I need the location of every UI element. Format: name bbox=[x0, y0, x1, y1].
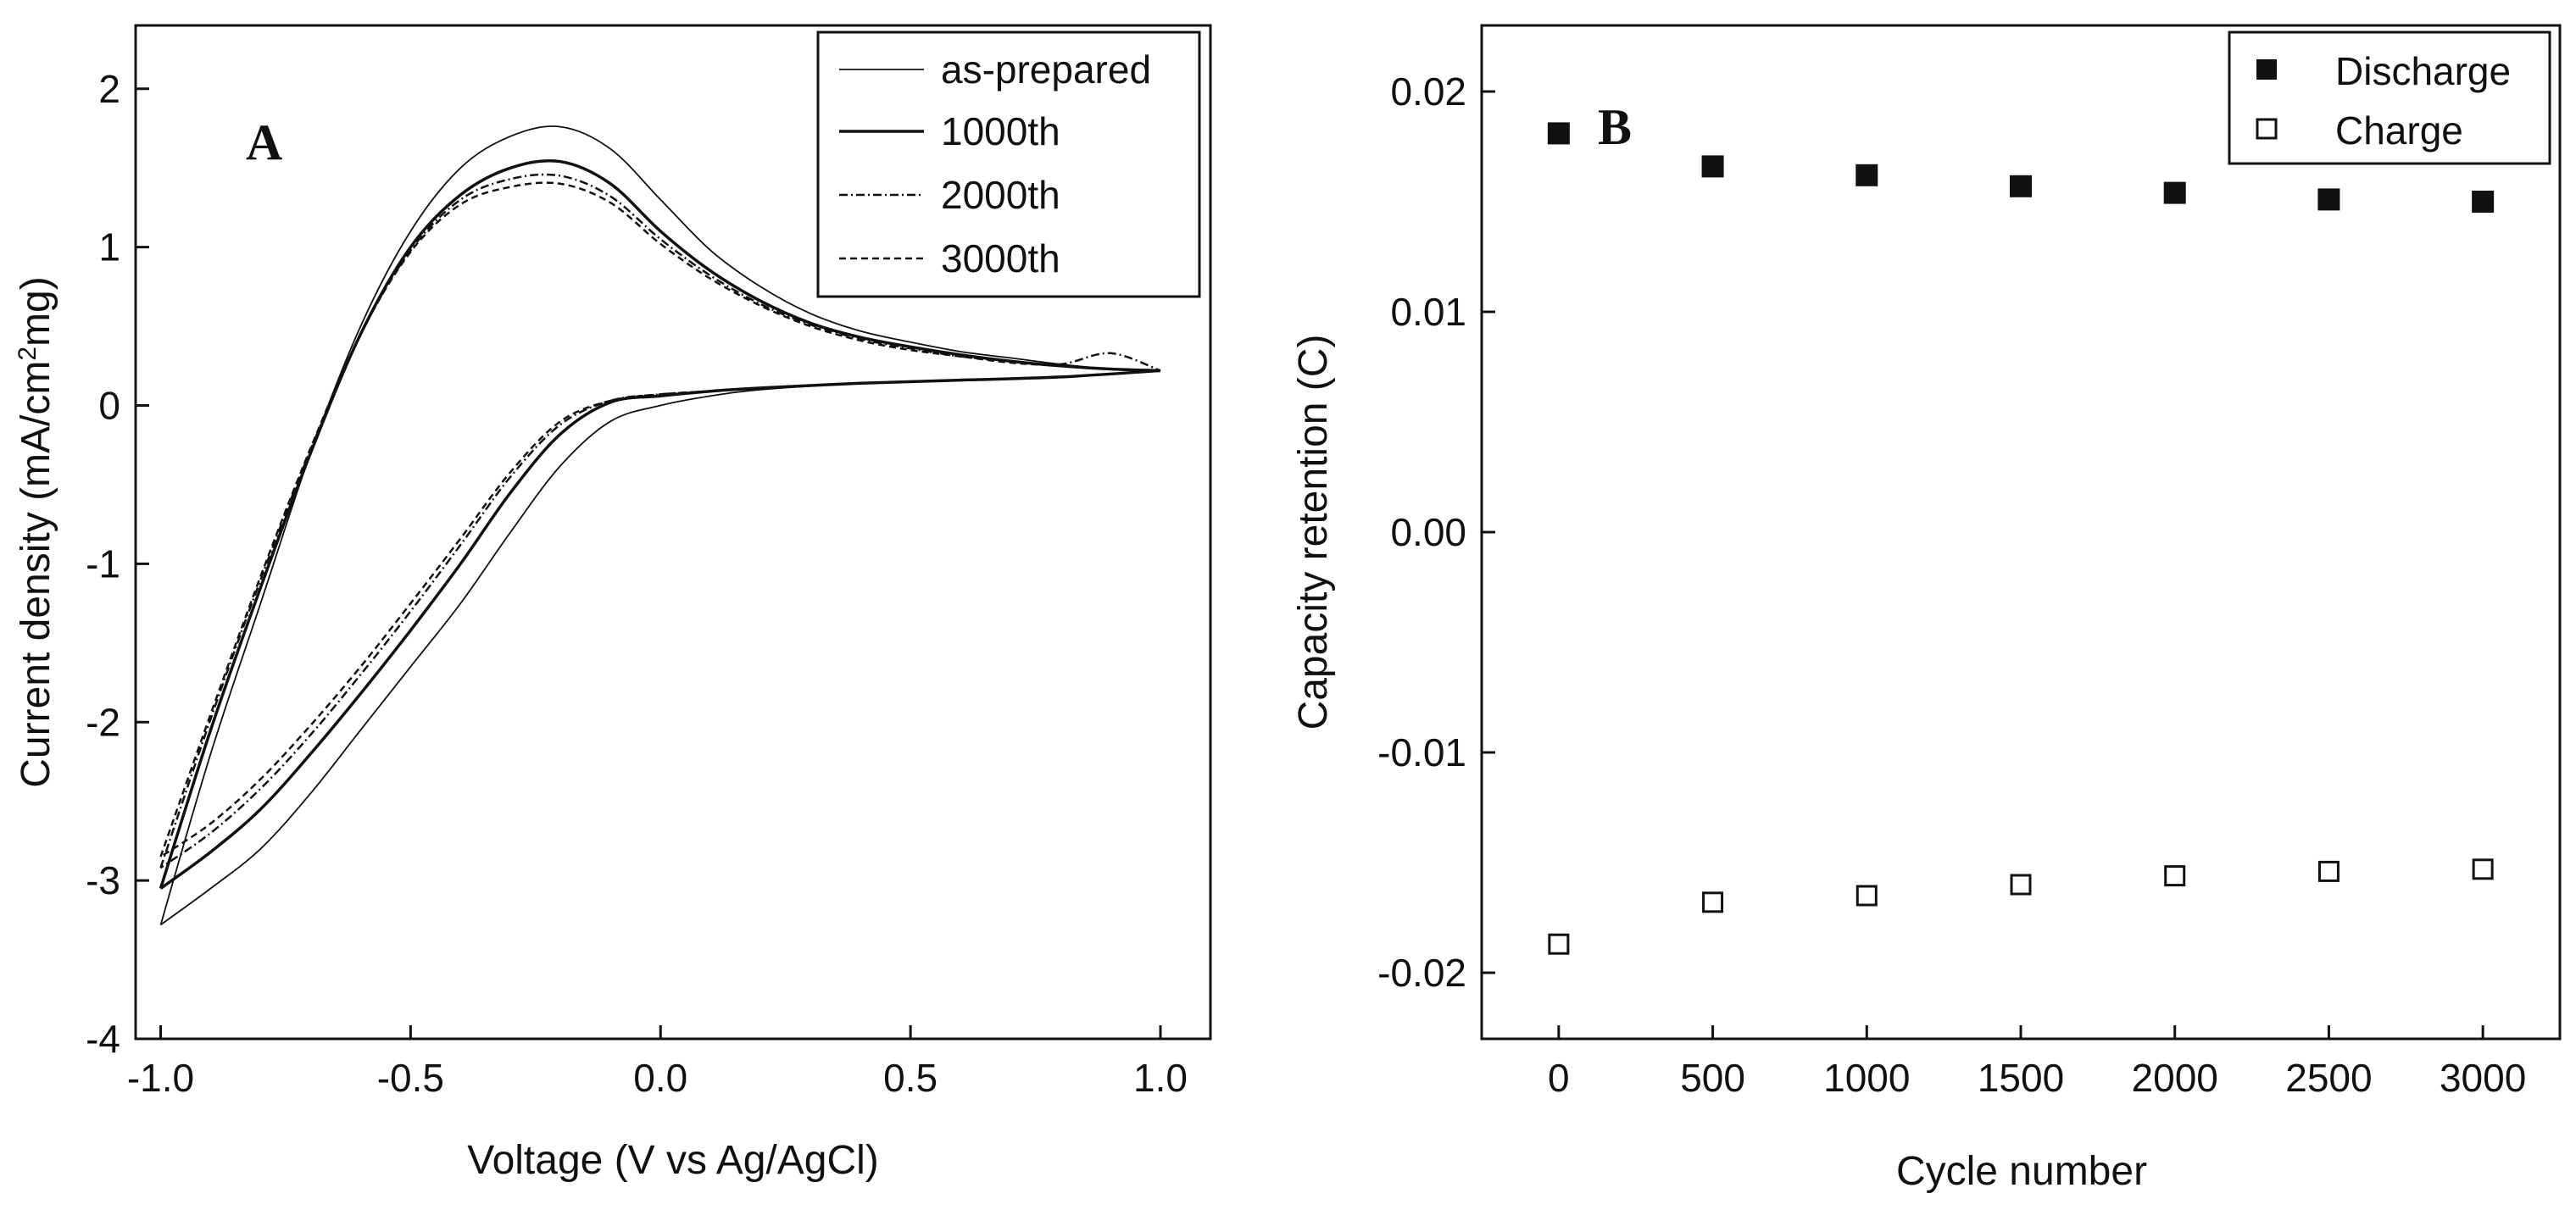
legend-label-discharge: Discharge bbox=[2335, 49, 2511, 93]
x-tick-label-b: 1000 bbox=[1823, 1056, 1910, 1100]
point-charge bbox=[1855, 885, 1878, 907]
point-discharge bbox=[2472, 191, 2495, 213]
x-tick-label-a: -1.0 bbox=[127, 1056, 194, 1100]
y-axis-label-a: Current density (mA/cm2mg) bbox=[14, 276, 59, 787]
legend-label-3000th: 3000th bbox=[941, 236, 1060, 280]
panel-b-capacity-chart: 0 500 1000 1500 2000 2500 3000 -0.02 -0.01 0.00 0… bbox=[1291, 24, 2562, 1194]
point-charge bbox=[2472, 858, 2494, 880]
x-tick-label-b: 1500 bbox=[1978, 1056, 2064, 1100]
cv-curve-as-prepared-anodic bbox=[159, 125, 1161, 925]
y-axis-label-a-sup: 2 bbox=[14, 347, 42, 361]
x-tick-label-b: 2500 bbox=[2285, 1056, 2372, 1100]
y-tick-label-a: 2 bbox=[98, 67, 120, 111]
point-discharge bbox=[2317, 188, 2340, 211]
x-axis-label-a: Voltage (V vs Ag/AgCl) bbox=[467, 1138, 879, 1183]
y-tick-label-a: 0 bbox=[98, 384, 120, 428]
legend-b: Discharge Charge bbox=[2228, 31, 2551, 165]
point-discharge bbox=[1701, 155, 1724, 178]
legend-marker-charge bbox=[2256, 118, 2278, 140]
point-charge bbox=[2164, 865, 2186, 887]
y-tick-label-b: -0.02 bbox=[1377, 951, 1466, 995]
legend-label-1000th: 1000th bbox=[941, 109, 1060, 153]
panel-label-a: A bbox=[246, 114, 282, 170]
legend-marker-discharge bbox=[2256, 59, 2277, 80]
point-discharge bbox=[1855, 164, 1878, 186]
legend-box-b bbox=[2228, 31, 2551, 165]
y-tick-label-b: -0.01 bbox=[1377, 730, 1466, 774]
x-tick-label-a: 1.0 bbox=[1133, 1056, 1188, 1100]
y-tick-label-b: 0.02 bbox=[1390, 69, 1466, 114]
point-charge bbox=[2010, 874, 2032, 896]
y-axis-label-a-suffix: mg) bbox=[14, 276, 58, 347]
point-discharge bbox=[2010, 175, 2032, 197]
point-charge bbox=[2317, 860, 2340, 882]
y-tick-label-a: -3 bbox=[86, 858, 120, 902]
y-ticks-b: -0.02 -0.01 0.00 0.01 0.02 bbox=[1377, 69, 1495, 995]
legend-label-as-prepared: as-prepared bbox=[941, 47, 1151, 92]
y-axis-label-b: Capacity retention (C) bbox=[1291, 335, 1336, 730]
capacity-points bbox=[1547, 122, 2495, 955]
y-tick-label-a: -2 bbox=[86, 700, 120, 744]
point-charge bbox=[1702, 891, 1724, 913]
panel-a-cv-chart: -1.0 -0.5 0.0 0.5 1.0 -4 -3 -2 -1 0 1 2 A Voltage … bbox=[14, 24, 1212, 1183]
x-ticks-a: -1.0 -0.5 0.0 0.5 1.0 bbox=[127, 1025, 1188, 1100]
legend-label-charge: Charge bbox=[2335, 108, 2463, 153]
x-tick-label-b: 0 bbox=[1548, 1056, 1570, 1100]
x-tick-label-a: 0.5 bbox=[883, 1056, 937, 1100]
y-tick-label-b: 0.01 bbox=[1390, 290, 1466, 334]
x-ticks-b: 0 500 1000 1500 2000 2500 3000 bbox=[1548, 1025, 2526, 1100]
cv-curves bbox=[159, 125, 1161, 926]
point-discharge bbox=[2163, 181, 2186, 204]
point-discharge bbox=[1547, 122, 1570, 145]
x-axis-label-b: Cycle number bbox=[1896, 1149, 2147, 1194]
y-tick-label-a: -4 bbox=[86, 1017, 120, 1061]
y-tick-label-a: -1 bbox=[86, 541, 120, 586]
panel-label-b: B bbox=[1598, 99, 1632, 155]
cv-curve-3000th-anodic bbox=[159, 181, 1161, 858]
y-tick-label-a: 1 bbox=[98, 225, 120, 269]
point-charge bbox=[1548, 933, 1570, 955]
cv-curve-3000th-cathodic bbox=[159, 369, 1161, 858]
y-ticks-a: -4 -3 -2 -1 0 1 2 bbox=[86, 67, 149, 1061]
x-tick-label-a: -0.5 bbox=[377, 1056, 444, 1100]
legend-box-a bbox=[816, 31, 1201, 298]
legend-a: as-prepared 1000th 2000th 3000th bbox=[816, 31, 1201, 298]
legend-label-2000th: 2000th bbox=[941, 173, 1060, 217]
y-tick-label-b: 0.00 bbox=[1390, 510, 1466, 554]
x-tick-label-b: 2000 bbox=[2132, 1056, 2218, 1100]
x-tick-label-b: 500 bbox=[1680, 1056, 1745, 1100]
y-axis-label-a-prefix: Current density (mA/cm bbox=[14, 361, 58, 788]
plot-frame-a bbox=[134, 24, 1212, 1041]
x-tick-label-b: 3000 bbox=[2440, 1056, 2526, 1100]
cv-curve-2000th-anodic bbox=[159, 173, 1161, 869]
x-tick-label-a: 0.0 bbox=[633, 1056, 687, 1100]
cv-curve-1000th-anodic bbox=[159, 158, 1161, 890]
